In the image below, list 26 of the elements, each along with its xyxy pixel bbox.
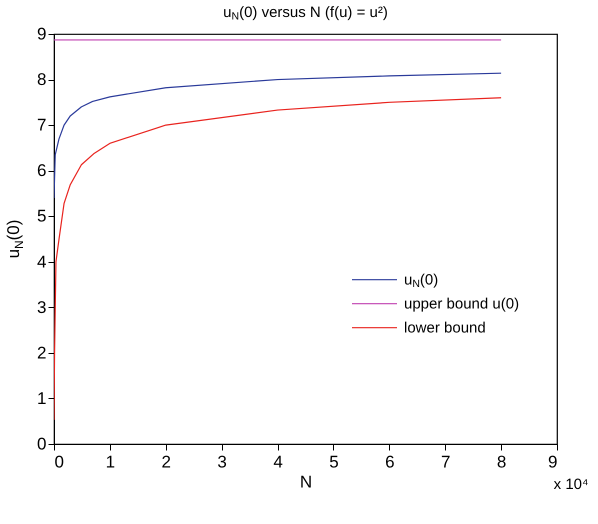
legend-label: upper bound u(0): [404, 296, 520, 313]
x-tick-label: 9: [548, 452, 558, 472]
text: x 10⁴: [554, 476, 588, 493]
x-tick-label: 6: [385, 452, 395, 472]
x-tick-label: 2: [162, 452, 172, 472]
x-tick-label: 8: [496, 452, 506, 472]
x-tick-label: 4: [273, 452, 283, 472]
y-tick-label: 3: [37, 298, 46, 317]
y-tick-label: 9: [37, 24, 46, 44]
x-tick-label: 1: [106, 452, 116, 472]
x-axis-title: N: [300, 472, 312, 492]
y-tick-label: 7: [37, 116, 46, 135]
x-tick-label: 3: [217, 452, 227, 472]
line-series: [54, 72, 502, 199]
y-tick-label: 4: [37, 252, 46, 272]
x-tick-label: 5: [329, 452, 339, 472]
y-tick-label: 2: [37, 343, 46, 362]
y-tick-label: 0: [37, 434, 46, 454]
y-tick-label: 1: [37, 388, 46, 408]
x-tick-label: 7: [440, 452, 450, 472]
legend-label: lower bound: [404, 320, 486, 337]
x-tick-label: 0: [54, 452, 64, 472]
y-tick-label: 6: [37, 161, 46, 180]
y-axis-title: uN(0): [4, 220, 26, 258]
y-tick-label: 8: [37, 70, 46, 90]
y-tick-label: 5: [37, 206, 46, 226]
